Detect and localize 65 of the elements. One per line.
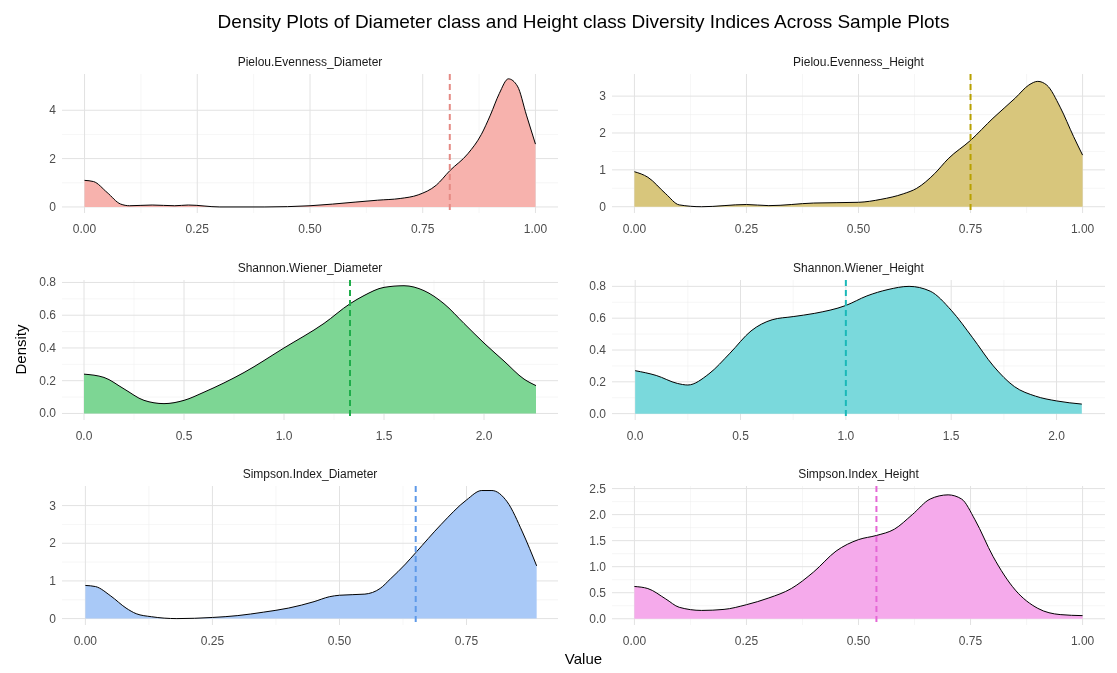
x-tick-label: 0.00	[72, 222, 97, 236]
y-tick-label: 0.8	[589, 279, 607, 294]
y-tick-label: 3	[49, 498, 57, 513]
chart-title: Simpson.Index_Diameter	[242, 467, 378, 481]
x-tick-label: 1.0	[275, 429, 293, 443]
y-tick-label: 1	[49, 573, 57, 588]
y-axis-title: Density	[12, 324, 29, 375]
y-tick-label: 2.5	[589, 481, 607, 496]
x-tick-label: 2.0	[1048, 429, 1066, 443]
x-tick-label: 1.00	[1070, 634, 1095, 648]
chart-title: Shannon.Wiener_Height	[793, 261, 925, 275]
x-tick-label: 2.0	[475, 429, 493, 443]
chart-title: Simpson.Index_Height	[798, 467, 920, 481]
y-tick-label: 1.0	[589, 559, 607, 574]
y-tick-label: 0.8	[39, 275, 57, 290]
y-tick-label: 3	[599, 89, 607, 104]
y-tick-label: 0.4	[589, 343, 607, 357]
y-tick-label: 0.4	[39, 340, 57, 355]
x-tick-label: 1.5	[375, 429, 393, 443]
y-tick-label: 0	[599, 199, 607, 214]
y-tick-label: 1	[599, 162, 607, 177]
x-tick-label: 0.00	[622, 634, 647, 648]
x-tick-label: 1.00	[523, 222, 548, 236]
x-tick-label: 1.0	[837, 429, 855, 443]
y-tick-label: 2	[599, 125, 607, 140]
y-tick-label: 0	[49, 199, 57, 214]
y-tick-label: 0.5	[589, 585, 607, 600]
x-tick-label: 0.5	[175, 429, 193, 443]
x-tick-label: 0.5	[732, 429, 750, 443]
y-tick-label: 2	[49, 536, 57, 551]
text: Density Plots of Diameter class and Height class Diversity Indices Across Sample Plots	[217, 11, 950, 32]
x-tick-label: 0.25	[734, 634, 759, 648]
y-tick-label: 0.2	[589, 374, 607, 389]
x-tick-label: 0.50	[846, 222, 871, 236]
y-tick-label: 2	[49, 151, 57, 166]
x-tick-label: 0.50	[327, 634, 352, 648]
x-tick-label: 0.50	[298, 222, 322, 236]
y-tick-label: 0.0	[39, 406, 57, 421]
x-tick-label: 0.75	[411, 222, 435, 236]
y-tick-label: 0.6	[589, 311, 607, 326]
x-tick-label: 0.75	[958, 634, 983, 648]
y-tick-label: 0	[49, 611, 57, 626]
x-tick-label: 0.50	[846, 634, 871, 648]
y-tick-label: 0.0	[589, 611, 607, 626]
x-axis-title: Value	[564, 650, 603, 667]
x-tick-label: 0.25	[200, 634, 225, 648]
x-tick-label: 0.25	[185, 222, 210, 236]
x-tick-label: 1.5	[942, 429, 960, 443]
y-tick-label: 0.6	[39, 308, 57, 323]
y-tick-label: 0.0	[589, 406, 607, 421]
x-tick-label: 0.75	[454, 634, 479, 648]
chart-title: Pielou.Evenness_Diameter	[237, 55, 383, 69]
x-tick-label: 0.75	[958, 222, 983, 236]
x-tick-label: 0.00	[73, 634, 98, 648]
chart-title: Pielou.Evenness_Height	[793, 55, 925, 69]
y-tick-label: 1.5	[589, 533, 607, 548]
chart-title: Shannon.Wiener_Diameter	[237, 261, 383, 275]
y-tick-label: 0.2	[39, 373, 57, 388]
y-tick-label: 2.0	[589, 507, 607, 522]
x-tick-label: 1.00	[1070, 222, 1095, 236]
y-tick-label: 4	[49, 103, 57, 118]
x-tick-label: 0.00	[622, 222, 647, 236]
x-tick-label: 0.0	[75, 429, 93, 443]
x-tick-label: 0.0	[626, 429, 644, 443]
x-tick-label: 0.25	[734, 222, 759, 236]
